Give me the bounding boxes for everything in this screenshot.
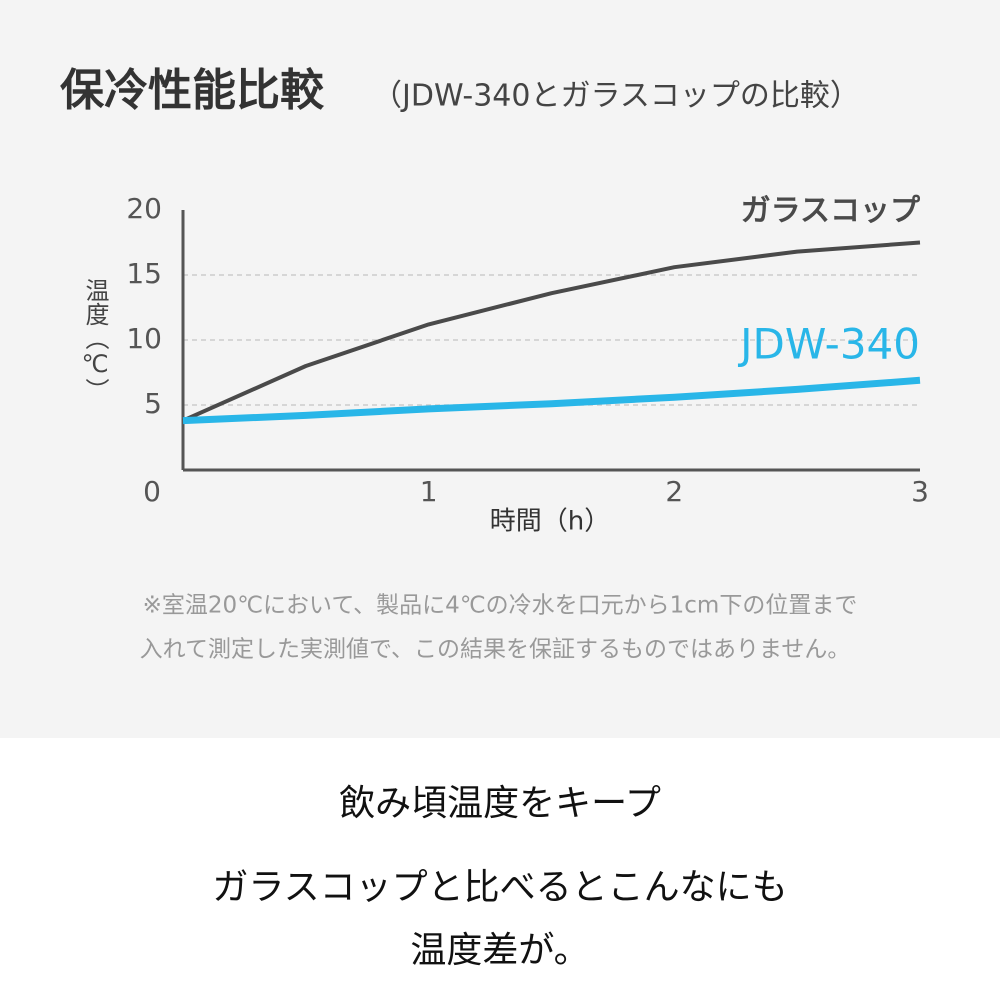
caption: ガラスコップと比べるとこんなにも: [212, 867, 787, 908]
series-label: ガラスコップ: [741, 194, 921, 229]
chart-subtitle: （JDW-340とガラスコップの比較）: [372, 79, 860, 114]
note: ※室温20℃において、製品に4℃の冷水を口元から1cm下の位置まで: [143, 593, 858, 619]
series-line: [182, 376, 921, 425]
x-tick-label: 3: [911, 475, 929, 508]
y-tick-label: 5: [144, 387, 162, 420]
x-axis-label: 時間（h）: [490, 507, 610, 537]
y-tick-label: 20: [126, 192, 162, 225]
series-label: JDW-340: [737, 320, 920, 369]
chart-title: 保冷性能比較: [60, 65, 325, 116]
x-tick-label: 0: [143, 475, 161, 508]
x-tick-label: 2: [665, 475, 683, 508]
caption: 温度差が。: [410, 930, 589, 971]
y-axis-label: 温度（℃）: [81, 278, 109, 402]
y-tick-label: 10: [126, 322, 162, 355]
caption: 飲み頃温度をキープ: [339, 783, 661, 824]
series-line: [182, 240, 921, 423]
x-tick-label: 1: [420, 475, 438, 508]
y-tick-label: 15: [126, 257, 162, 290]
chart-panel: [0, 0, 1000, 738]
note: 入れて測定した実測値で、この結果を保証するものではありません。: [140, 637, 851, 663]
